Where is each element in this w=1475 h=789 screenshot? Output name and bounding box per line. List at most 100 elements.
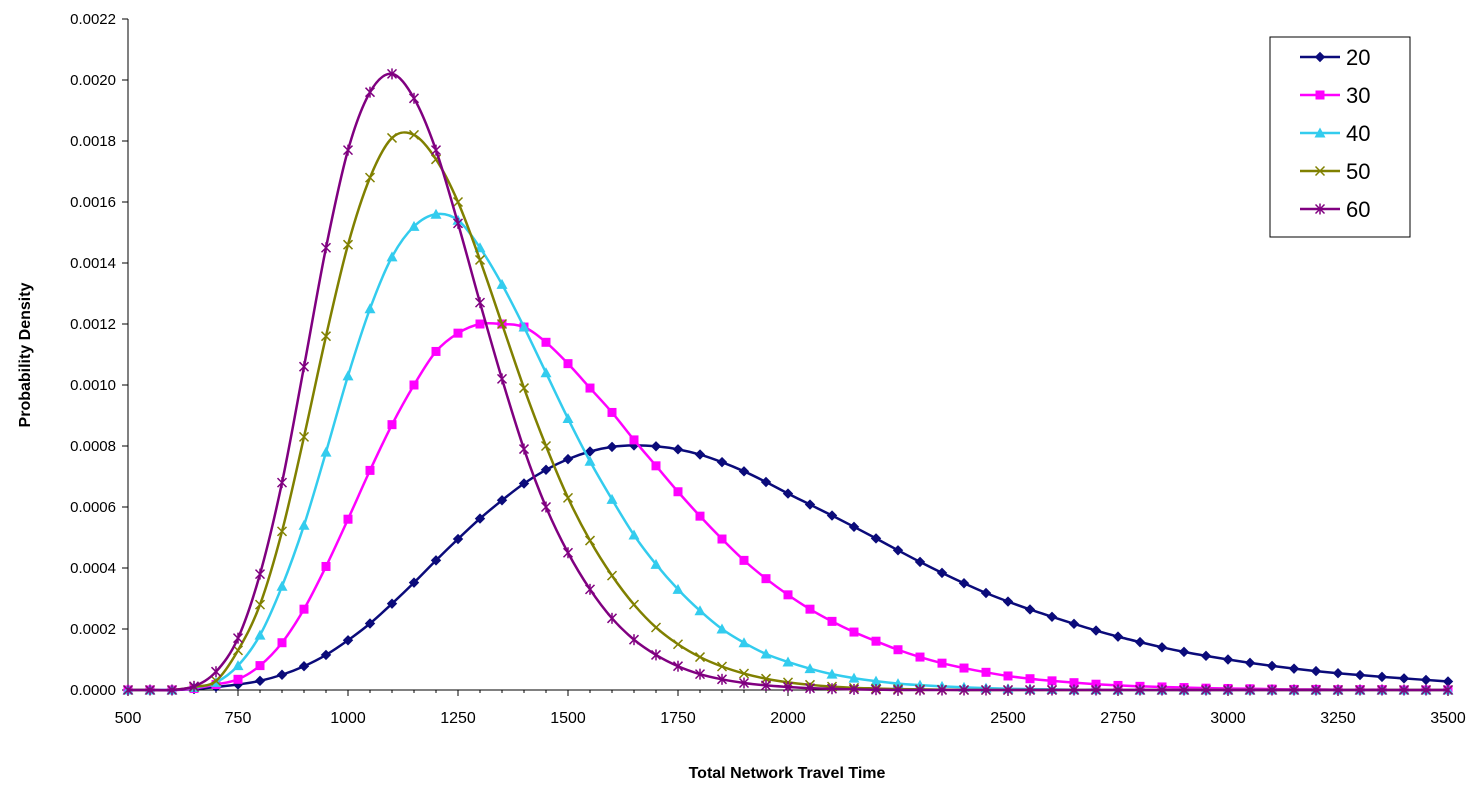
data-point	[761, 574, 771, 584]
data-point	[606, 441, 618, 453]
data-point	[277, 638, 287, 648]
marker-stroke	[716, 661, 728, 672]
data-point	[254, 568, 266, 580]
data-point	[936, 567, 948, 579]
data-point	[585, 383, 595, 393]
data-point	[826, 683, 838, 695]
data-point	[1310, 684, 1322, 696]
data-point	[914, 556, 926, 568]
data-point	[629, 435, 639, 445]
marker-stroke	[232, 645, 244, 656]
data-point	[826, 510, 838, 521]
data-point	[980, 587, 992, 599]
marker-stroke	[540, 440, 552, 452]
data-point	[1376, 671, 1388, 683]
data-point	[804, 499, 816, 510]
data-point	[694, 668, 706, 680]
marker-stroke	[408, 129, 420, 140]
marker-stroke	[518, 383, 530, 394]
data-point	[342, 635, 354, 646]
data-point	[936, 684, 948, 696]
data-point	[563, 359, 573, 369]
data-point	[848, 521, 860, 533]
marker-stroke	[606, 570, 618, 581]
data-point	[321, 561, 331, 571]
data-point	[342, 144, 354, 156]
series-line-60	[127, 72, 1448, 692]
legend-item: 40	[1300, 121, 1370, 146]
data-point	[870, 684, 882, 696]
series-40	[122, 208, 1454, 695]
legend-label: 20	[1346, 45, 1370, 70]
data-point	[518, 383, 530, 394]
data-point	[1398, 684, 1410, 696]
data-point	[738, 466, 750, 477]
data-point	[1068, 684, 1080, 696]
data-point	[628, 599, 640, 610]
data-point	[364, 86, 376, 98]
data-point	[1134, 684, 1146, 696]
data-point	[166, 684, 178, 696]
legend-marker	[1314, 127, 1326, 138]
marker-stroke	[672, 639, 684, 650]
data-point	[672, 660, 684, 672]
data-point	[716, 456, 728, 468]
data-point	[540, 501, 552, 513]
data-point	[1332, 684, 1344, 696]
data-point	[584, 455, 596, 466]
data-point	[210, 666, 222, 678]
marker-stroke	[298, 431, 310, 442]
data-point	[562, 453, 574, 465]
data-point	[1112, 631, 1124, 642]
y-tick-label: 0.0010	[70, 377, 116, 394]
marker-stroke	[364, 172, 376, 183]
marker-stroke	[562, 492, 574, 503]
data-point	[518, 443, 530, 455]
data-point	[1354, 684, 1366, 696]
data-point	[232, 645, 244, 656]
data-point	[1398, 673, 1410, 684]
data-point	[1024, 604, 1036, 615]
x-tick-label: 1500	[550, 710, 586, 727]
marker-stroke	[1314, 165, 1326, 177]
data-point	[804, 682, 816, 694]
data-point	[496, 318, 508, 330]
data-point	[452, 533, 464, 545]
x-tick-label: 2000	[770, 710, 806, 727]
series-50	[122, 129, 1454, 696]
data-point	[1310, 665, 1322, 677]
data-point	[871, 636, 881, 646]
data-point	[408, 220, 420, 231]
data-point	[255, 661, 265, 671]
x-tick-label: 750	[225, 710, 252, 727]
data-point	[232, 660, 244, 671]
data-point	[540, 440, 552, 452]
data-point	[893, 645, 903, 655]
data-point	[1090, 625, 1102, 636]
data-point	[760, 648, 772, 659]
data-point	[320, 649, 332, 661]
data-point	[1178, 646, 1190, 658]
series-20	[122, 440, 1454, 696]
data-point	[453, 328, 463, 338]
data-point	[276, 580, 288, 591]
data-point	[695, 511, 705, 521]
data-point	[365, 465, 375, 475]
data-point	[233, 674, 243, 684]
legend-marker	[1315, 90, 1325, 100]
y-tick-label: 0.0002	[70, 621, 116, 638]
data-point	[474, 254, 486, 265]
data-point	[562, 413, 574, 424]
data-point	[298, 361, 310, 373]
y-tick-label: 0.0004	[70, 560, 116, 577]
data-point	[760, 679, 772, 691]
data-point	[892, 545, 904, 556]
axes: 0.0000 0.0002 0.0004 0.0006 0.0008 0.0010 0.00…	[70, 11, 1466, 727]
data-point	[276, 526, 288, 537]
data-point	[672, 639, 684, 650]
data-point	[1156, 684, 1168, 696]
marker-stroke	[474, 254, 486, 265]
data-point	[408, 577, 420, 588]
data-point	[276, 477, 288, 489]
